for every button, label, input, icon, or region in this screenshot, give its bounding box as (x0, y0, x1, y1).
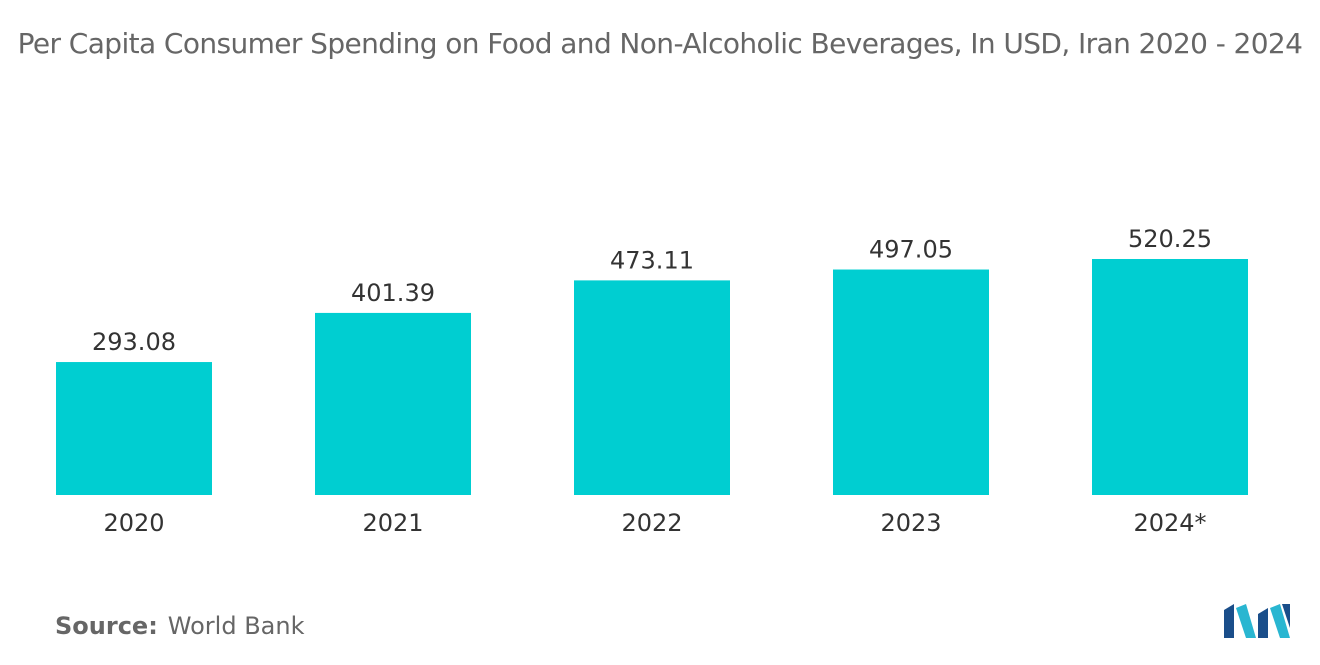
value-label: 497.05 (869, 236, 953, 264)
value-label: 473.11 (610, 246, 694, 274)
category-label: 2021 (362, 509, 423, 537)
source-text: World Bank (167, 612, 305, 640)
category-label: 2020 (103, 509, 164, 537)
bar-2023 (833, 269, 989, 495)
bars-group (56, 259, 1248, 495)
chart-title: Per Capita Consumer Spending on Food and… (17, 27, 1303, 60)
value-label: 293.08 (92, 328, 176, 356)
value-label: 520.25 (1128, 225, 1212, 253)
value-labels-group: 293.08 401.39 473.11 497.05 520.25 (92, 225, 1212, 356)
mordor-intelligence-logo-icon (1224, 604, 1290, 638)
category-label: 2023 (880, 509, 941, 537)
source-note: Source: World Bank (55, 612, 304, 640)
category-labels-group: 2020 2021 2022 2023 2024* (103, 509, 1206, 537)
category-label: 2022 (621, 509, 682, 537)
bar-2021 (315, 312, 471, 495)
bar-2024 (1092, 259, 1248, 495)
value-label: 401.39 (351, 279, 435, 307)
bar-2020 (56, 362, 212, 495)
category-label: 2024* (1133, 509, 1206, 537)
source-label: Source: (55, 612, 158, 640)
bar-2022 (574, 280, 730, 495)
